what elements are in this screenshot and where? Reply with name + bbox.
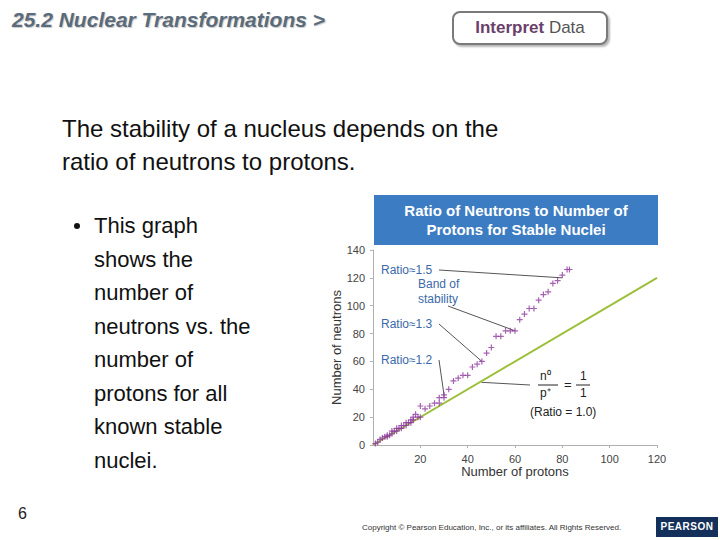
svg-text:40: 40 — [353, 383, 365, 395]
svg-text:Number of protons: Number of protons — [461, 464, 569, 479]
html-text:nuclei.: nuclei. — [94, 447, 158, 473]
html-text:25.2 Nuclear Transformations >: 25.2 Nuclear Transformations > — [12, 8, 325, 31]
svg-text:Ratio≈1.5: Ratio≈1.5 — [381, 263, 433, 277]
html-text:Ratio of Neutrons to Number of: Ratio of Neutrons to Number of Protons f… — [404, 202, 628, 238]
html-text:ratio of neutrons to protons.: ratio of neutrons to protons. — [62, 148, 356, 175]
svg-text:(Ratio = 1.0): (Ratio = 1.0) — [530, 405, 596, 419]
html-text:The stability of a nucleus dep: The stability of a nucleus depends on th… — [62, 115, 499, 142]
html-text:known stable: known stable — [94, 414, 223, 439]
svg-text:60: 60 — [353, 355, 365, 367]
svg-text:80: 80 — [353, 328, 365, 340]
svg-text:Ratio≈1.3: Ratio≈1.3 — [381, 317, 433, 331]
html-text:Copyright © Pearson Education,: Copyright © Pearson Education, Inc., or … — [362, 523, 622, 532]
svg-text:p⁺: p⁺ — [540, 386, 551, 400]
html-text:Interpret Data: Interpret Data — [475, 18, 585, 37]
svg-text:120: 120 — [347, 272, 365, 284]
svg-text:n⁰: n⁰ — [540, 369, 551, 383]
svg-text:stability: stability — [418, 292, 458, 306]
svg-text:100: 100 — [600, 453, 618, 465]
svg-text:20: 20 — [353, 411, 365, 423]
html-text:This graph: This graph — [94, 213, 198, 238]
svg-text:60: 60 — [509, 453, 521, 465]
svg-text:Number of neutrons: Number of neutrons — [329, 290, 344, 405]
html-text:number of: number of — [94, 280, 194, 305]
html-text:protons for all: protons for all — [94, 380, 228, 406]
svg-text:80: 80 — [556, 453, 568, 465]
html-text:PEARSON: PEARSON — [660, 521, 714, 532]
svg-text:1: 1 — [580, 386, 587, 400]
html-text:neutrons vs. the: neutrons vs. the — [94, 313, 251, 339]
svg-text:20: 20 — [414, 453, 426, 465]
svg-text:140: 140 — [347, 244, 365, 256]
svg-text:=: = — [564, 377, 572, 392]
svg-text:40: 40 — [462, 453, 474, 465]
html-text:shows the: shows the — [94, 246, 194, 272]
svg-text:0: 0 — [359, 439, 365, 451]
html-text:6: 6 — [18, 505, 27, 522]
svg-text:Band of: Band of — [418, 277, 460, 291]
html-text:number of: number of — [94, 347, 194, 372]
svg-text:100: 100 — [347, 300, 365, 312]
svg-text:120: 120 — [648, 453, 666, 465]
svg-text:1: 1 — [580, 369, 587, 383]
svg-text:Ratio≈1.2: Ratio≈1.2 — [381, 353, 433, 367]
